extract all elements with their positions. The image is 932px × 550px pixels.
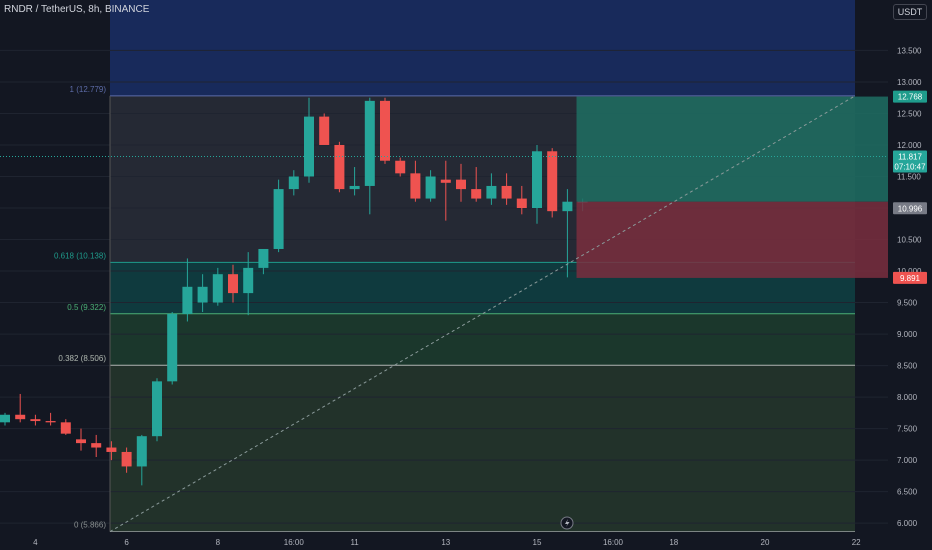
price-axis-tick: 13.500 — [897, 46, 922, 55]
fib-zone-05-0382 — [110, 313, 855, 366]
price-axis-tick: 13.000 — [897, 78, 922, 87]
candle-body[interactable] — [440, 179, 451, 183]
entry-price-badge-bg — [893, 202, 927, 215]
currency-unit-button[interactable]: USDT — [893, 4, 927, 20]
time-axis-tick: 4 — [33, 538, 38, 547]
current-price-badge: 11.817 — [898, 153, 922, 162]
price-axis-tick: 11.500 — [897, 172, 921, 181]
candle-body[interactable] — [212, 274, 223, 303]
candle-body[interactable] — [45, 421, 56, 423]
candle-body[interactable] — [349, 185, 360, 190]
candle-body[interactable] — [471, 189, 482, 199]
candle-body[interactable] — [106, 447, 117, 452]
lightning-glyph — [565, 519, 570, 527]
time-axis-tick: 18 — [669, 538, 678, 547]
time-axis-tick: 6 — [124, 538, 129, 547]
price-axis-tick: 10.000 — [897, 267, 922, 276]
candle-body[interactable] — [425, 176, 436, 199]
fib-level-label: 0 (5.866) — [74, 521, 106, 530]
price-axis-tick: 6.000 — [897, 519, 918, 528]
price-axis-tick: 10.500 — [897, 236, 922, 245]
time-axis-bg — [0, 532, 932, 550]
candle-body[interactable] — [228, 274, 238, 294]
time-axis-tick: 8 — [216, 538, 221, 547]
fib-level-label: 0.618 (10.138) — [54, 251, 106, 260]
price-axis-tick: 8.500 — [897, 362, 918, 371]
candle-body[interactable] — [136, 436, 147, 467]
entry-price-badge: 10.996 — [898, 204, 923, 213]
time-axis-tick: 16:00 — [284, 538, 305, 547]
profit-target-zone — [576, 96, 897, 202]
candle-body[interactable] — [273, 189, 284, 249]
candle-body[interactable] — [288, 176, 299, 190]
price-axis-tick: 8.000 — [897, 393, 918, 402]
time-axis-tick: 13 — [441, 538, 450, 547]
candle-body[interactable] — [0, 414, 10, 423]
candle-body[interactable] — [456, 179, 466, 190]
fib-level-label: 0.382 (8.506) — [58, 354, 106, 363]
candle-body[interactable] — [197, 286, 208, 303]
stop-price-badge-bg — [893, 271, 927, 284]
candle-body[interactable] — [516, 198, 527, 209]
stop-price-badge: 9.891 — [900, 274, 921, 283]
target-price-badge: 12.768 — [898, 93, 923, 102]
candle-body[interactable] — [562, 201, 573, 212]
fib-level-label: 1 (12.779) — [70, 85, 107, 94]
candle-body[interactable] — [60, 422, 71, 434]
candle-body[interactable] — [76, 439, 86, 444]
price-axis-tick: 7.000 — [897, 456, 918, 465]
fib-zone-0382-0 — [110, 365, 855, 532]
candle-body[interactable] — [319, 116, 330, 145]
time-axis-tick: 22 — [852, 538, 861, 547]
candle-body[interactable] — [15, 414, 26, 420]
candle-body[interactable] — [167, 313, 178, 382]
candle-body[interactable] — [410, 173, 421, 199]
price-axis-tick: 7.500 — [897, 425, 918, 434]
candle-body[interactable] — [364, 100, 375, 186]
candle-body[interactable] — [501, 185, 512, 199]
candle-body[interactable] — [152, 381, 162, 437]
fib-zone-above-1 — [110, 0, 855, 96]
target-price-badge-bg — [893, 90, 927, 103]
time-axis-tick: 15 — [533, 538, 542, 547]
candle-body[interactable] — [91, 443, 102, 448]
candle-body[interactable] — [121, 451, 132, 467]
time-axis-tick: 11 — [350, 538, 359, 547]
candle-body[interactable] — [395, 160, 406, 174]
fib-level-label: 0.5 (9.322) — [67, 303, 106, 312]
candle-body[interactable] — [532, 151, 542, 209]
candle-body[interactable] — [380, 100, 390, 161]
candle-body[interactable] — [547, 151, 558, 212]
time-axis-tick: 16:00 — [603, 538, 624, 547]
current-price-badge-bg — [893, 150, 927, 173]
candle-body[interactable] — [258, 248, 269, 268]
symbol-title: RNDR / TetherUS, 8h, BINANCE — [4, 4, 150, 15]
candle-body[interactable] — [486, 185, 497, 199]
candle-body[interactable] — [334, 144, 345, 190]
current-price-badge-countdown: 07:10:47 — [894, 163, 926, 172]
candle-body[interactable] — [243, 267, 254, 294]
candle-body[interactable] — [182, 286, 193, 314]
price-axis-tick: 9.000 — [897, 330, 918, 339]
price-axis-tick: 12.000 — [897, 141, 922, 150]
stop-loss-zone — [576, 201, 897, 278]
price-axis-tick: 12.500 — [897, 109, 922, 118]
candle-body[interactable] — [30, 419, 41, 422]
time-axis-tick: 20 — [761, 538, 770, 547]
candle-body[interactable] — [304, 116, 314, 177]
price-axis-tick: 6.500 — [897, 488, 918, 497]
price-axis-tick: 9.500 — [897, 299, 918, 308]
